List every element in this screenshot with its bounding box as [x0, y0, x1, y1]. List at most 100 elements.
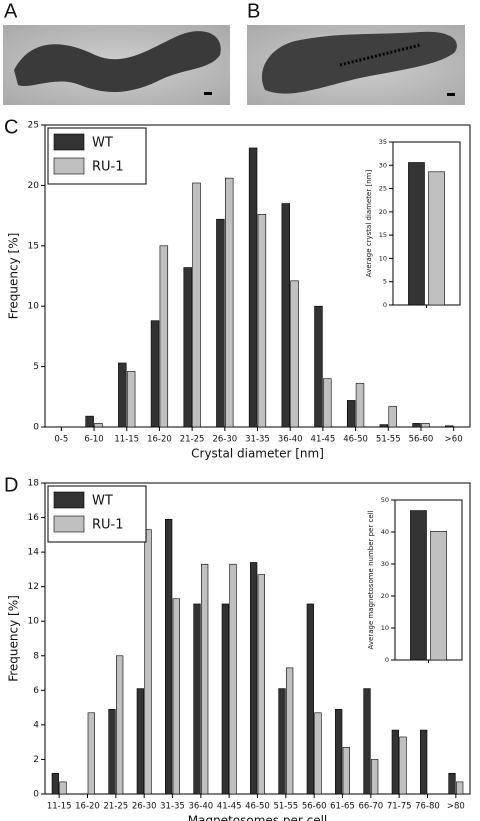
- bar: [59, 781, 67, 795]
- legend-label: WT: [92, 136, 113, 151]
- bar: [192, 182, 201, 428]
- y-tick-label: 18: [28, 479, 40, 489]
- y-tick-label: 10: [379, 254, 387, 262]
- bar: [391, 729, 399, 795]
- y-tick-label: 20: [379, 208, 387, 216]
- bar: [225, 177, 234, 428]
- x-tick-label: 46-50: [245, 802, 270, 812]
- bar: [314, 712, 322, 795]
- bar: [314, 305, 323, 428]
- bar: [428, 171, 445, 306]
- bar: [410, 510, 427, 661]
- x-tick-label: 11-15: [114, 435, 139, 445]
- y-tick-label: 12: [28, 582, 39, 592]
- x-axis-label: Magnetosomes per cell: [188, 814, 328, 821]
- x-tick-label: 11-15: [47, 802, 72, 812]
- x-tick-label: >60: [445, 435, 463, 445]
- x-tick-label: 76-80: [415, 802, 440, 812]
- bar: [144, 529, 152, 795]
- x-tick-label: 41-45: [217, 802, 242, 812]
- y-tick-label: 25: [28, 121, 39, 131]
- y-tick-label: 10: [28, 302, 40, 312]
- y-tick-label: 30: [379, 161, 387, 169]
- x-tick-label: 51-55: [273, 802, 298, 812]
- legend-label: WT: [92, 494, 113, 509]
- x-tick-label: 56-60: [302, 802, 327, 812]
- bar: [201, 563, 209, 795]
- panel-label: C: [4, 116, 18, 138]
- bar: [159, 245, 169, 428]
- y-tick-label: 40: [381, 528, 389, 536]
- legend-swatch: [53, 157, 85, 175]
- y-tick-label: 15: [379, 231, 387, 239]
- image-a: [3, 25, 230, 105]
- bar: [221, 603, 229, 795]
- legend-label: RU-1: [92, 518, 124, 533]
- bar: [412, 423, 421, 428]
- x-tick-label: 16-20: [75, 802, 100, 812]
- y-tick-label: 0: [33, 423, 39, 433]
- y-tick-label: 25: [379, 185, 387, 193]
- bar: [229, 563, 237, 795]
- x-tick-label: 16-20: [147, 435, 172, 445]
- bar: [248, 147, 258, 428]
- y-tick-label: 0: [33, 790, 39, 800]
- bar: [51, 772, 59, 795]
- bar: [183, 267, 192, 428]
- bar: [94, 423, 103, 428]
- plot-frame: [392, 141, 461, 306]
- x-tick-label: 66-70: [358, 802, 383, 812]
- bar: [346, 400, 356, 428]
- y-tick-label: 6: [33, 686, 39, 696]
- y-tick-label: 30: [381, 560, 389, 568]
- bar: [250, 562, 258, 795]
- legend-swatch: [53, 515, 85, 533]
- y-tick-label: 10: [381, 624, 389, 632]
- panel-label: D: [4, 474, 18, 496]
- y-tick-label: 5: [33, 362, 39, 372]
- y-tick-label: 10: [28, 617, 40, 627]
- bar: [281, 203, 290, 428]
- bar: [136, 688, 144, 795]
- x-tick-label: 36-40: [188, 802, 213, 812]
- bar: [290, 280, 299, 428]
- y-axis-label: Frequency [%]: [7, 595, 21, 682]
- y-axis-label: Average crystal diameter [nm]: [365, 170, 373, 278]
- bar: [420, 729, 428, 795]
- bar: [126, 371, 136, 428]
- legend-swatch: [53, 133, 85, 151]
- y-tick-label: 50: [381, 496, 389, 504]
- x-axis-label: Crystal diameter [nm]: [191, 447, 324, 461]
- x-tick-label: 0-5: [54, 435, 68, 445]
- y-axis-label: Average magnetosome number per cell: [367, 510, 375, 649]
- bar: [335, 709, 343, 795]
- bar: [448, 772, 456, 795]
- x-tick-label: >80: [447, 802, 465, 812]
- x-tick-label: 56-60: [409, 435, 434, 445]
- bar: [87, 712, 95, 795]
- x-tick-label: 36-40: [278, 435, 303, 445]
- bar: [278, 688, 286, 795]
- bar: [165, 518, 173, 795]
- y-tick-label: 8: [33, 651, 39, 661]
- bar: [286, 667, 294, 795]
- bar: [257, 574, 265, 795]
- bar: [216, 218, 225, 428]
- bar: [421, 423, 430, 428]
- x-tick-label: 26-30: [212, 435, 237, 445]
- y-tick-label: 2: [33, 755, 39, 765]
- bar: [342, 747, 350, 795]
- y-tick-label: 4: [33, 720, 39, 730]
- x-tick-label: 51-55: [376, 435, 401, 445]
- bar: [306, 603, 314, 795]
- y-tick-label: 20: [28, 181, 40, 191]
- bar: [445, 425, 454, 428]
- x-tick-label: 21-25: [180, 435, 205, 445]
- y-tick-label: 0: [385, 656, 389, 664]
- bar: [456, 781, 464, 795]
- image-b: [247, 25, 465, 105]
- legend-label: RU-1: [92, 160, 124, 175]
- bar: [371, 759, 379, 795]
- panel-label: A: [4, 0, 18, 22]
